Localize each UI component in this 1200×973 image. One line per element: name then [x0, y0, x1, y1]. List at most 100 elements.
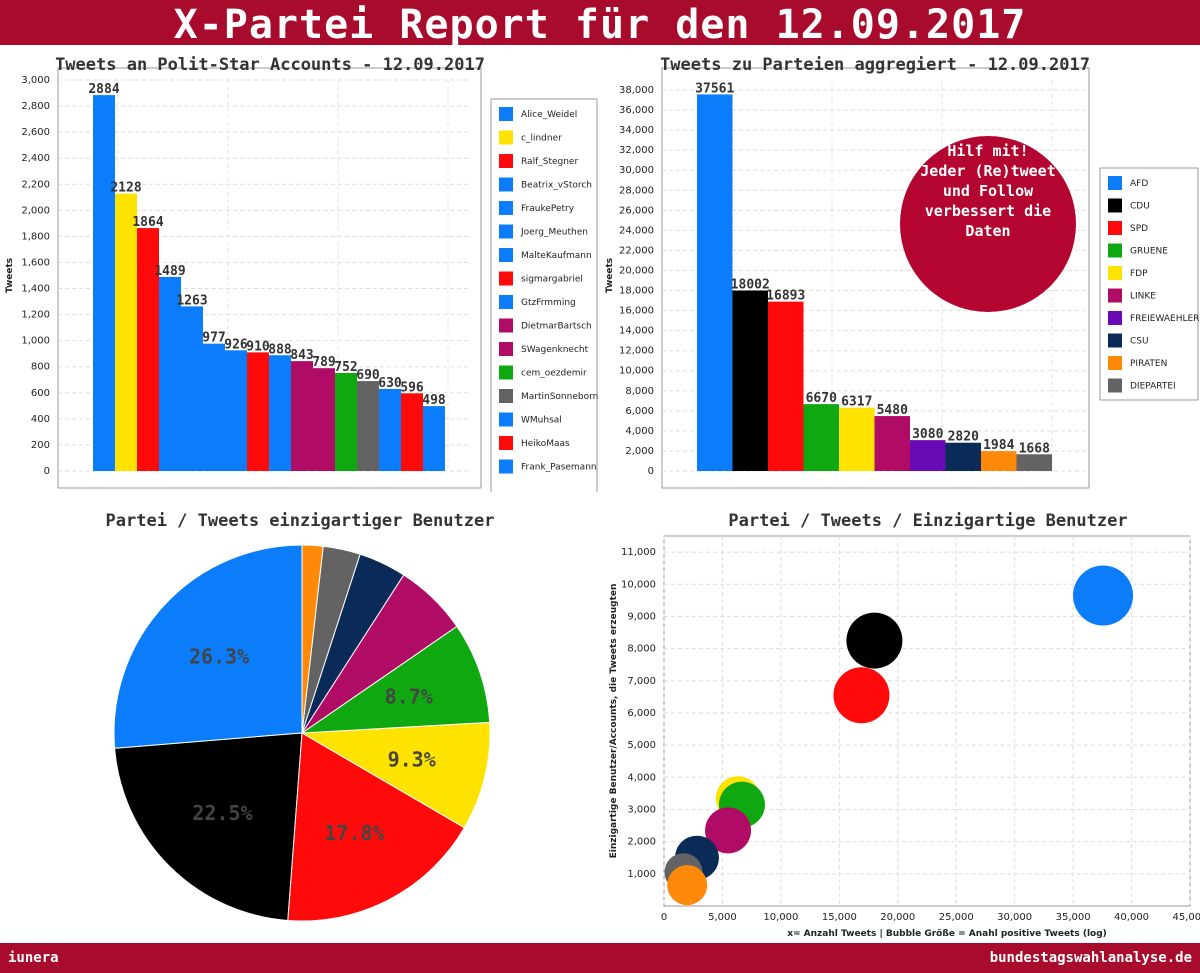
- c2-legend-label: LINKE: [1130, 292, 1156, 302]
- c1-legend-swatch: [499, 389, 513, 403]
- pie-label: 9.3%: [388, 747, 436, 771]
- c1-bar-gtzfrmming: [269, 355, 291, 471]
- c2-title: Tweets zu Parteien aggregiert - 12.09.20…: [660, 55, 1090, 75]
- c2-y-tick: 28,000: [619, 185, 654, 196]
- c1-y-tick: 0: [44, 466, 50, 477]
- c1-y-tick: 600: [31, 388, 50, 399]
- c2-bar-piraten: [981, 451, 1017, 471]
- c2-y-tick: 16,000: [619, 306, 654, 317]
- c2-bar-label: 3080: [912, 427, 943, 442]
- c2-legend-swatch: [1108, 221, 1122, 235]
- bubble-x-tick: 45,000: [1173, 912, 1200, 923]
- c2-legend-swatch: [1108, 176, 1122, 190]
- c1-bar-label: 1864: [132, 215, 163, 230]
- c1-legend-swatch: [499, 318, 513, 333]
- c1-y-label: Tweets: [5, 258, 15, 293]
- pie-slice-fdp: [300, 721, 491, 829]
- bubble-y-tick: 8,000: [627, 644, 656, 655]
- c2-y-tick: 22,000: [619, 245, 654, 256]
- c1-legend-label: sigmargabriel: [521, 275, 583, 285]
- c2-bar-label: 5480: [877, 403, 908, 418]
- c1-bar-beatrix_vstorch: [159, 276, 181, 471]
- callout-line: Hilf mit!: [947, 142, 1028, 160]
- bubble-x-tick: 35,000: [1056, 912, 1091, 923]
- c2-y-tick: 32,000: [619, 145, 654, 156]
- c2-bar-csu: [945, 442, 981, 471]
- bubble-x-label: x= Anzahl Tweets | Bubble Größe = Anahl …: [787, 929, 1107, 939]
- c1-legend-label: WMuhsal: [521, 416, 562, 426]
- c2-legend-label: DIEPARTEI: [1130, 382, 1176, 392]
- c1-legend-label: DietmarBartsch: [521, 322, 592, 332]
- c2-y-tick: 36,000: [619, 105, 654, 116]
- c2-y-tick: 4,000: [625, 426, 654, 437]
- c2-legend-label: CDU: [1130, 202, 1150, 212]
- c2-y-tick: 20,000: [619, 265, 654, 276]
- c1-bar-label: 1263: [176, 293, 207, 308]
- c2-y-tick: 24,000: [619, 225, 654, 236]
- c1-bar-cem_oezdemir: [335, 372, 357, 471]
- c2-bar-afd: [697, 94, 733, 472]
- c1-y-tick: 2,800: [21, 101, 50, 112]
- c1-bar-label: 843: [290, 348, 313, 363]
- c1-bar-label: 789: [312, 355, 335, 370]
- c2-y-tick: 30,000: [619, 165, 654, 176]
- c1-bar-alice_weidel: [93, 95, 115, 472]
- c1-bar-ralf_stegner: [137, 228, 159, 471]
- c2-bar-label: 1984: [983, 438, 1014, 453]
- c1-legend-swatch: [499, 107, 513, 121]
- c2-y-tick: 14,000: [619, 326, 654, 337]
- report-title: X-Partei Report für den 12.09.2017: [173, 2, 1027, 48]
- bubble-y-tick: 4,000: [627, 772, 656, 783]
- bubble-svg: Partei / Tweets / Einzigartige Benutzer 0…: [609, 511, 1200, 939]
- c2-y-tick: 10,000: [619, 366, 654, 377]
- party-aggregate-bar-svg: Tweets zu Parteien aggregiert - 12.09.20…: [605, 55, 1199, 489]
- pie-slice-cdu: [114, 732, 303, 922]
- bubble-y-label: Einzigartige Benutzer/Accounts, die Twee…: [609, 584, 619, 859]
- c2-legend-swatch: [1108, 288, 1122, 303]
- unique-users-pie-chart: Partei / Tweets einzigartiger Benutzer 26…: [0, 500, 600, 940]
- c1-y-tick: 2,400: [21, 153, 50, 164]
- c1-y-tick: 200: [31, 440, 50, 451]
- c1-legend-swatch: [499, 436, 513, 450]
- c1-y-tick: 400: [31, 414, 50, 425]
- callout-line: Jeder (Re)tweet: [920, 162, 1055, 180]
- bubble-y-tick: 9,000: [627, 611, 656, 622]
- c1-bar-label: 910: [246, 339, 270, 354]
- polit-star-bar-svg: Tweets an Polit-Star Accounts - 12.09.20…: [5, 55, 598, 517]
- c2-legend-label: CSU: [1130, 337, 1149, 347]
- footer-brand: iunera: [8, 950, 59, 966]
- c2-y-tick: 6,000: [625, 406, 654, 417]
- bubble-x-tick: 25,000: [939, 912, 974, 923]
- unique-users-pie-svg: Partei / Tweets einzigartiger Benutzer 26…: [106, 511, 495, 922]
- c2-y-tick: 18,000: [619, 286, 654, 297]
- c1-y-tick: 2,200: [21, 179, 50, 190]
- c1-legend-label: Frank_Pasemann: [521, 463, 597, 473]
- c1-bar-wmuhsal: [379, 388, 401, 471]
- c1-legend-swatch: [499, 342, 513, 356]
- c1-bar-label: 888: [268, 342, 292, 357]
- bubble-x-tick: 30,000: [997, 912, 1032, 923]
- bubble-y-tick: 2,000: [627, 837, 656, 848]
- bubble-y-tick: 6,000: [627, 708, 656, 719]
- c2-bar-label: 16893: [766, 289, 805, 304]
- party-aggregate-bar-chart: Tweets zu Parteien aggregiert - 12.09.20…: [600, 52, 1200, 492]
- c1-legend-swatch: [499, 154, 513, 168]
- c1-bar-c_lindner: [115, 193, 137, 471]
- c1-legend-label: c_lindner: [521, 134, 562, 144]
- c1-legend-label: FraukePetry: [521, 204, 575, 214]
- c2-bar-label: 18002: [731, 278, 770, 293]
- pie-label: 17.8%: [324, 821, 384, 845]
- pie-title: Partei / Tweets einzigartiger Benutzer: [106, 511, 495, 531]
- report-header: X-Partei Report für den 12.09.2017: [0, 0, 1200, 48]
- c1-bar-label: 498: [422, 393, 446, 408]
- c2-legend-swatch: [1108, 378, 1122, 393]
- c2-bar-freiewaehler: [910, 440, 946, 471]
- c2-legend-swatch: [1108, 266, 1122, 280]
- c2-legend-swatch: [1108, 356, 1122, 370]
- c1-legend-swatch: [499, 201, 513, 215]
- bubble-chart: Partei / Tweets / Einzigartige Benutzer 0…: [600, 500, 1200, 940]
- c2-bar-label: 6670: [806, 391, 837, 406]
- bubble-y-tick: 3,000: [627, 804, 656, 815]
- c1-legend-label: MartinSonneborn: [521, 392, 598, 402]
- c1-bar-label: 977: [202, 331, 225, 346]
